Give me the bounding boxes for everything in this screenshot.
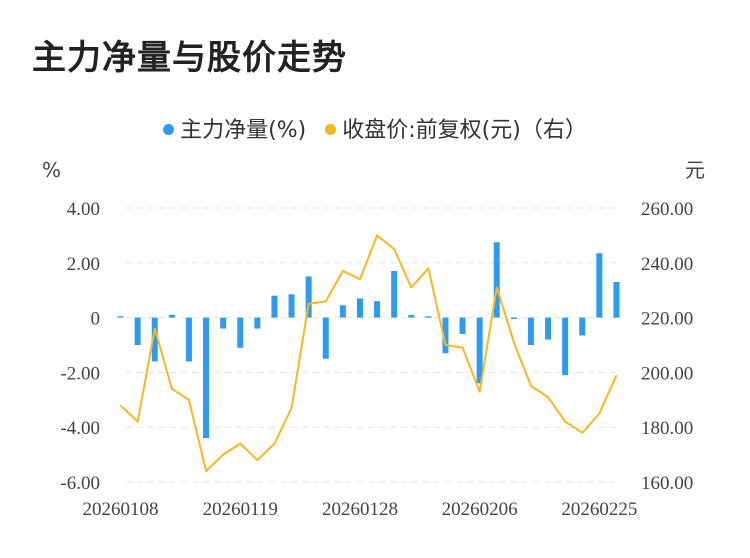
net-volume-bar[interactable] <box>408 314 415 318</box>
legend-label-close-price: 收盘价:前复权(元)（右） <box>342 118 587 143</box>
net-volume-bar[interactable] <box>237 317 244 348</box>
net-volume-bar[interactable] <box>185 317 192 362</box>
net-volume-bar[interactable] <box>562 317 569 376</box>
right-tick-label: 260.00 <box>641 199 693 220</box>
legend-label-net-volume: 主力净量(%) <box>180 118 307 143</box>
left-tick-label: -4.00 <box>60 418 100 439</box>
net-volume-bar[interactable] <box>596 253 603 318</box>
net-volume-bar[interactable] <box>322 317 329 359</box>
net-volume-bar[interactable] <box>613 281 620 318</box>
left-tick-label: -6.00 <box>60 473 100 494</box>
net-volume-bar[interactable] <box>305 276 312 318</box>
net-volume-bar[interactable] <box>339 305 346 318</box>
net-volume-bar[interactable] <box>442 317 449 354</box>
legend-item-net-volume[interactable]: 主力净量(%) <box>163 112 306 144</box>
legend-dot-net-volume <box>163 123 175 135</box>
left-tick-label: 4.00 <box>67 199 100 220</box>
net-volume-bar[interactable] <box>425 316 432 318</box>
close-price-line[interactable] <box>119 234 618 472</box>
left-axis-unit: % <box>42 158 61 182</box>
net-volume-bar[interactable] <box>117 316 124 318</box>
net-volume-bar[interactable] <box>356 298 363 318</box>
right-tick-label: 180.00 <box>641 418 693 439</box>
chart-title: 主力净量与股价走势 <box>32 38 347 78</box>
net-volume-bar[interactable] <box>391 271 398 318</box>
right-axis-unit: 元 <box>685 158 705 182</box>
x-tick-label: 20260108 <box>83 499 159 520</box>
net-volume-bar[interactable] <box>374 301 381 318</box>
net-volume-bar[interactable] <box>151 317 158 362</box>
net-volume-bar[interactable] <box>545 317 552 340</box>
legend: 主力净量(%) 收盘价:前复权(元)（右） <box>0 112 750 144</box>
net-volume-bar[interactable] <box>134 317 141 345</box>
net-volume-bar[interactable] <box>476 317 483 384</box>
net-volume-bar[interactable] <box>220 317 227 329</box>
legend-item-close-price[interactable]: 收盘价:前复权(元)（右） <box>325 112 587 144</box>
net-volume-bar[interactable] <box>493 242 500 318</box>
legend-dot-close-price <box>325 123 337 135</box>
right-tick-label: 200.00 <box>641 363 693 384</box>
net-volume-bar[interactable] <box>527 317 534 345</box>
x-tick-label: 20260206 <box>442 499 518 520</box>
x-tick-label: 20260119 <box>203 499 278 520</box>
right-tick-label: 240.00 <box>641 254 693 275</box>
net-volume-bar[interactable] <box>459 317 466 335</box>
right-tick-label: 160.00 <box>641 473 693 494</box>
net-volume-bar[interactable] <box>271 295 278 318</box>
left-tick-label: -2.00 <box>60 363 100 384</box>
net-volume-bar[interactable] <box>288 294 295 318</box>
net-volume-bar[interactable] <box>203 317 210 439</box>
left-tick-label: 0 <box>91 309 101 330</box>
x-tick-label: 20260225 <box>561 499 637 520</box>
net-volume-bar[interactable] <box>510 317 517 319</box>
net-volume-bar[interactable] <box>168 314 175 318</box>
left-tick-label: 2.00 <box>67 254 100 275</box>
x-tick-label: 20260128 <box>322 499 398 520</box>
right-tick-label: 220.00 <box>641 309 693 330</box>
net-volume-bar[interactable] <box>579 317 586 336</box>
net-volume-bar[interactable] <box>254 317 261 329</box>
